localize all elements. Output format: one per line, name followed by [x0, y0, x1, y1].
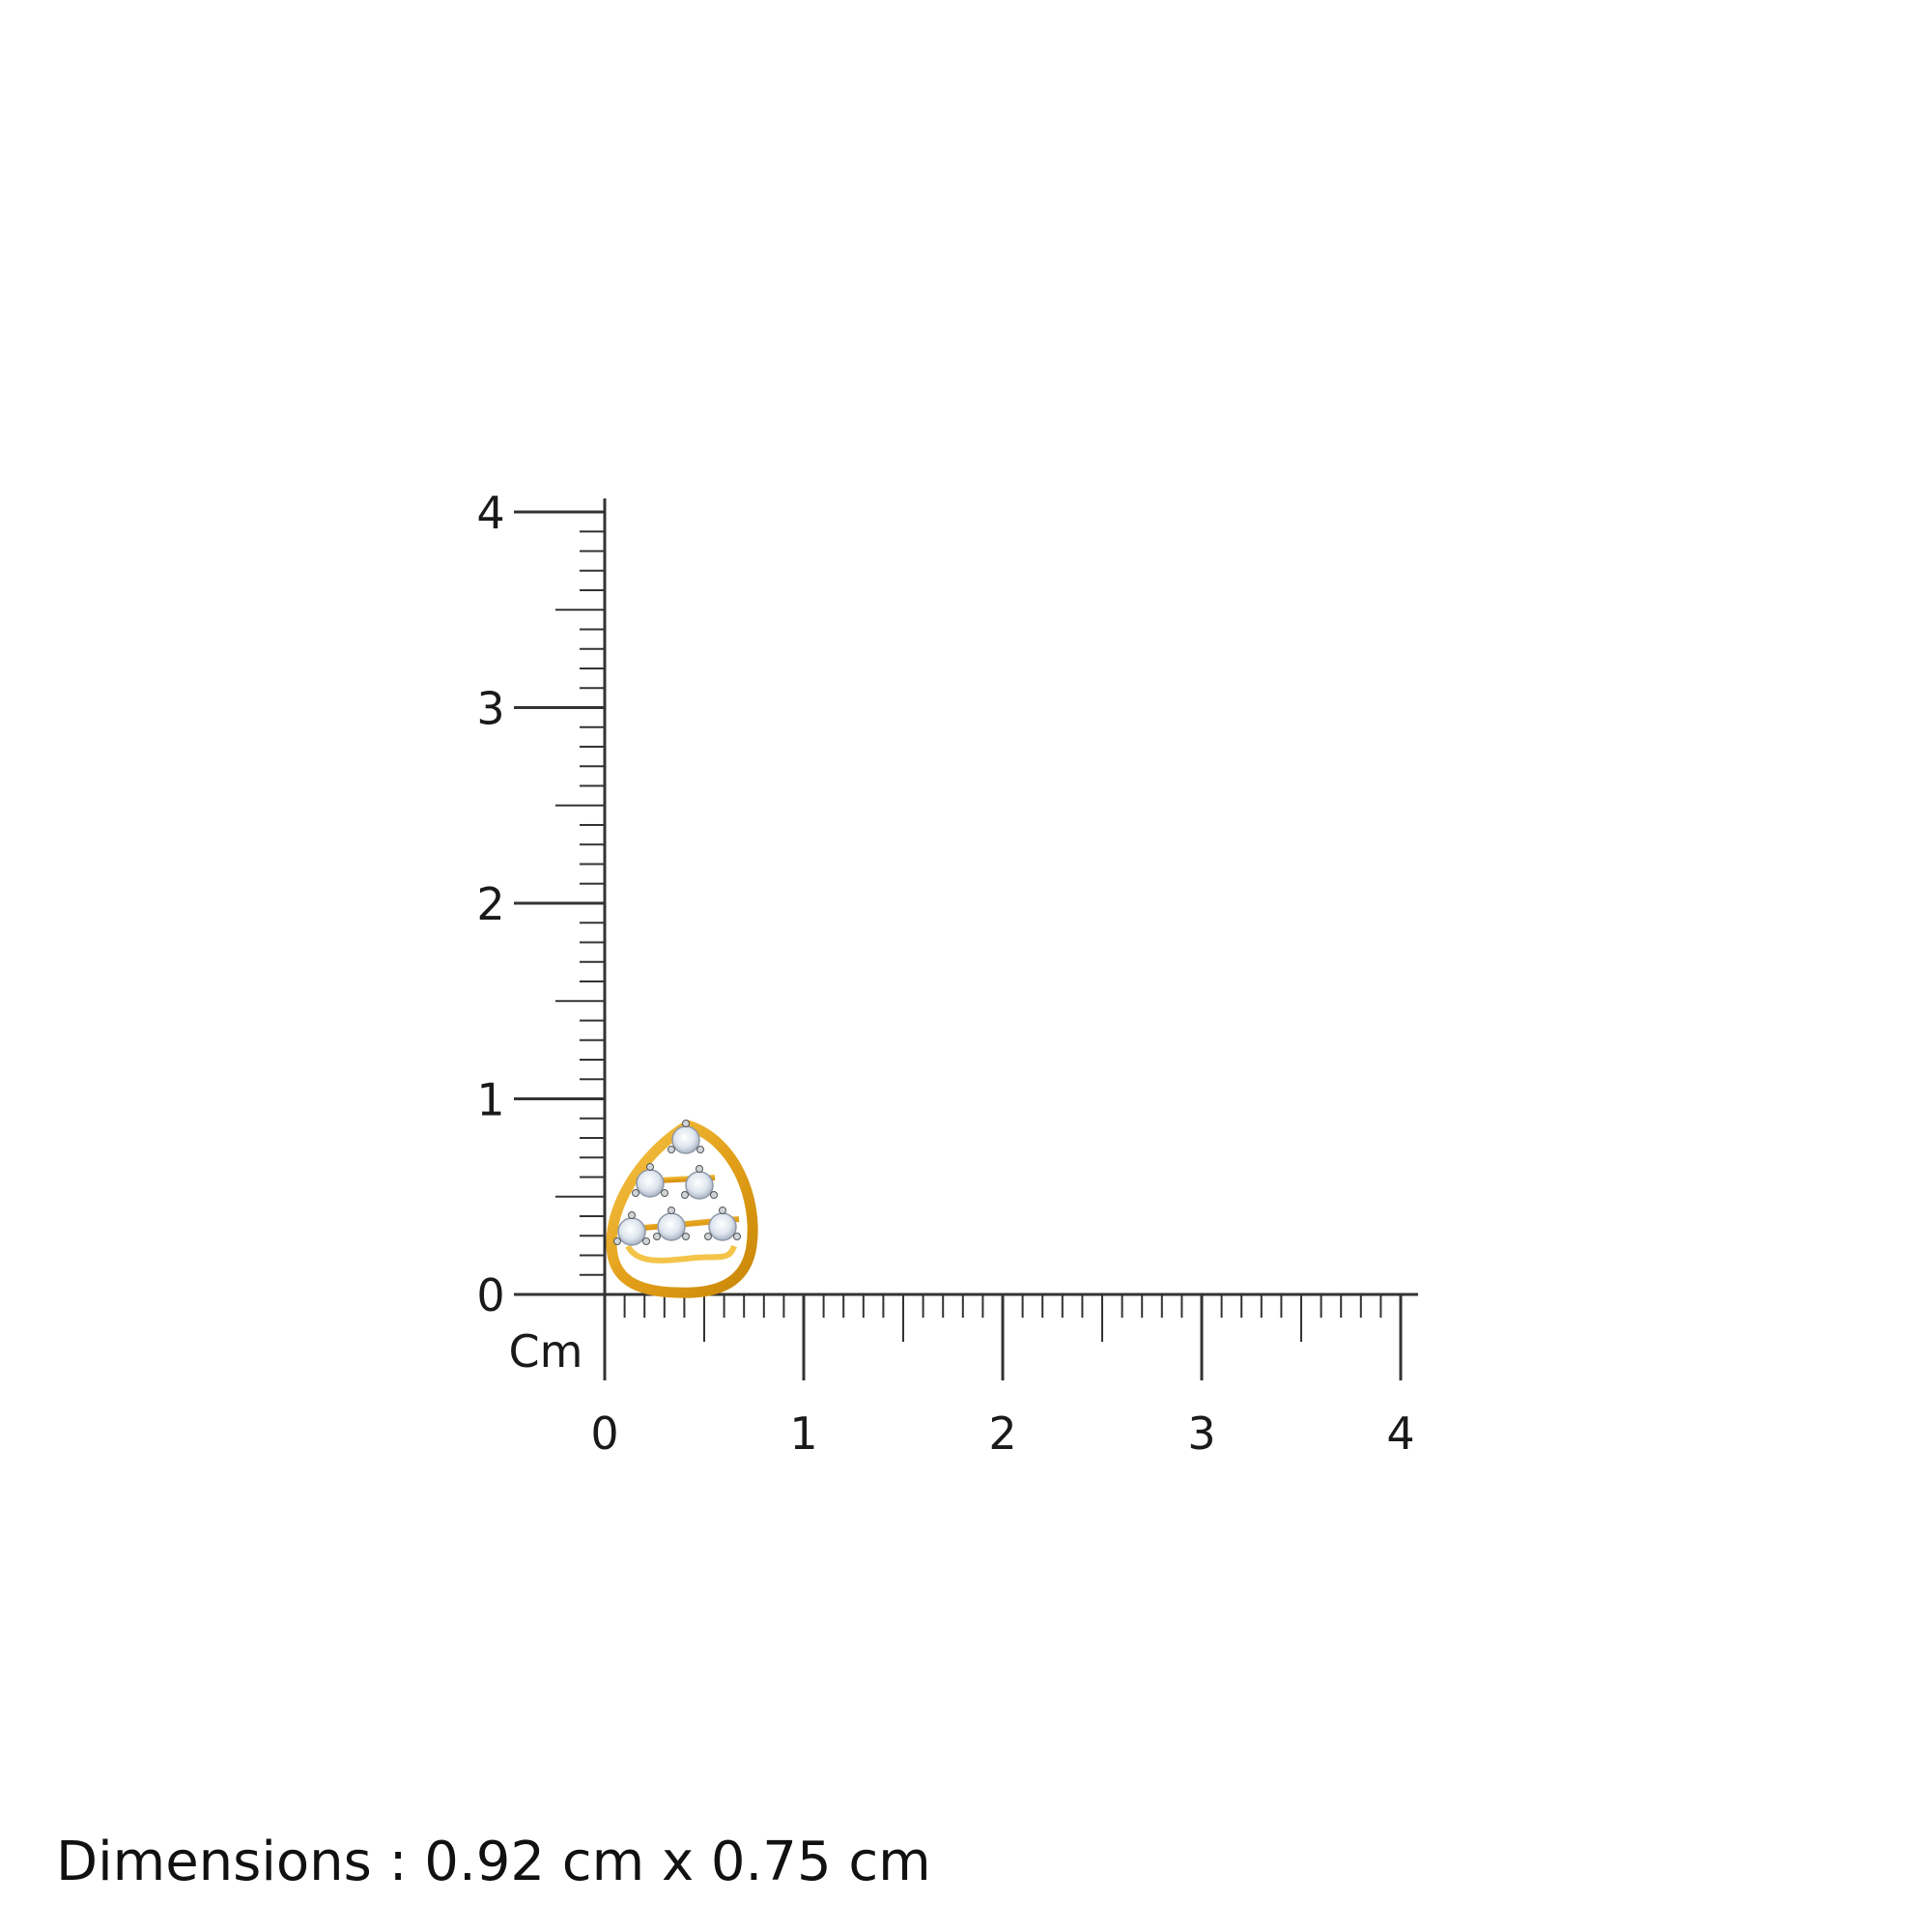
ruler-ticks	[514, 498, 1418, 1380]
diamond-stone	[613, 1211, 650, 1246]
x-tick-label: 3	[1187, 1407, 1215, 1460]
diamond-stone	[668, 1120, 704, 1154]
diamond-stone	[681, 1165, 718, 1200]
prong	[719, 1207, 726, 1214]
prong	[642, 1237, 650, 1245]
prong	[668, 1146, 675, 1153]
y-tick-label: 1	[476, 1074, 504, 1126]
prong	[646, 1163, 654, 1171]
x-tick-label: 2	[988, 1407, 1016, 1460]
prong	[696, 1165, 703, 1173]
prong	[653, 1233, 661, 1240]
prong	[668, 1207, 675, 1214]
unit-label: Cm	[509, 1325, 583, 1378]
prong	[632, 1189, 639, 1197]
x-tick-label: 0	[590, 1407, 618, 1460]
prong	[696, 1146, 704, 1153]
y-tick-label: 4	[476, 487, 504, 539]
y-tick-label: 3	[476, 683, 504, 735]
x-tick-label: 4	[1386, 1407, 1414, 1460]
diamond-stone	[653, 1207, 690, 1241]
prong	[613, 1237, 621, 1245]
earring-image	[606, 1120, 758, 1298]
prong	[704, 1233, 712, 1240]
prong	[733, 1233, 741, 1240]
prong	[682, 1120, 690, 1127]
prong	[710, 1191, 718, 1199]
y-tick-label: 2	[476, 878, 504, 930]
ruler-labels: 0 1 2 3 4 0 1 2 3 4	[476, 487, 1414, 1460]
prong	[661, 1189, 668, 1197]
prong	[628, 1211, 636, 1219]
x-tick-label: 1	[789, 1407, 817, 1460]
prong	[682, 1233, 690, 1240]
diamond-stone	[632, 1163, 668, 1198]
y-tick-label: 0	[476, 1269, 504, 1321]
dimensions-caption: Dimensions : 0.92 cm x 0.75 cm	[56, 1831, 931, 1893]
prong	[681, 1191, 689, 1199]
diamond-stone	[704, 1207, 741, 1241]
